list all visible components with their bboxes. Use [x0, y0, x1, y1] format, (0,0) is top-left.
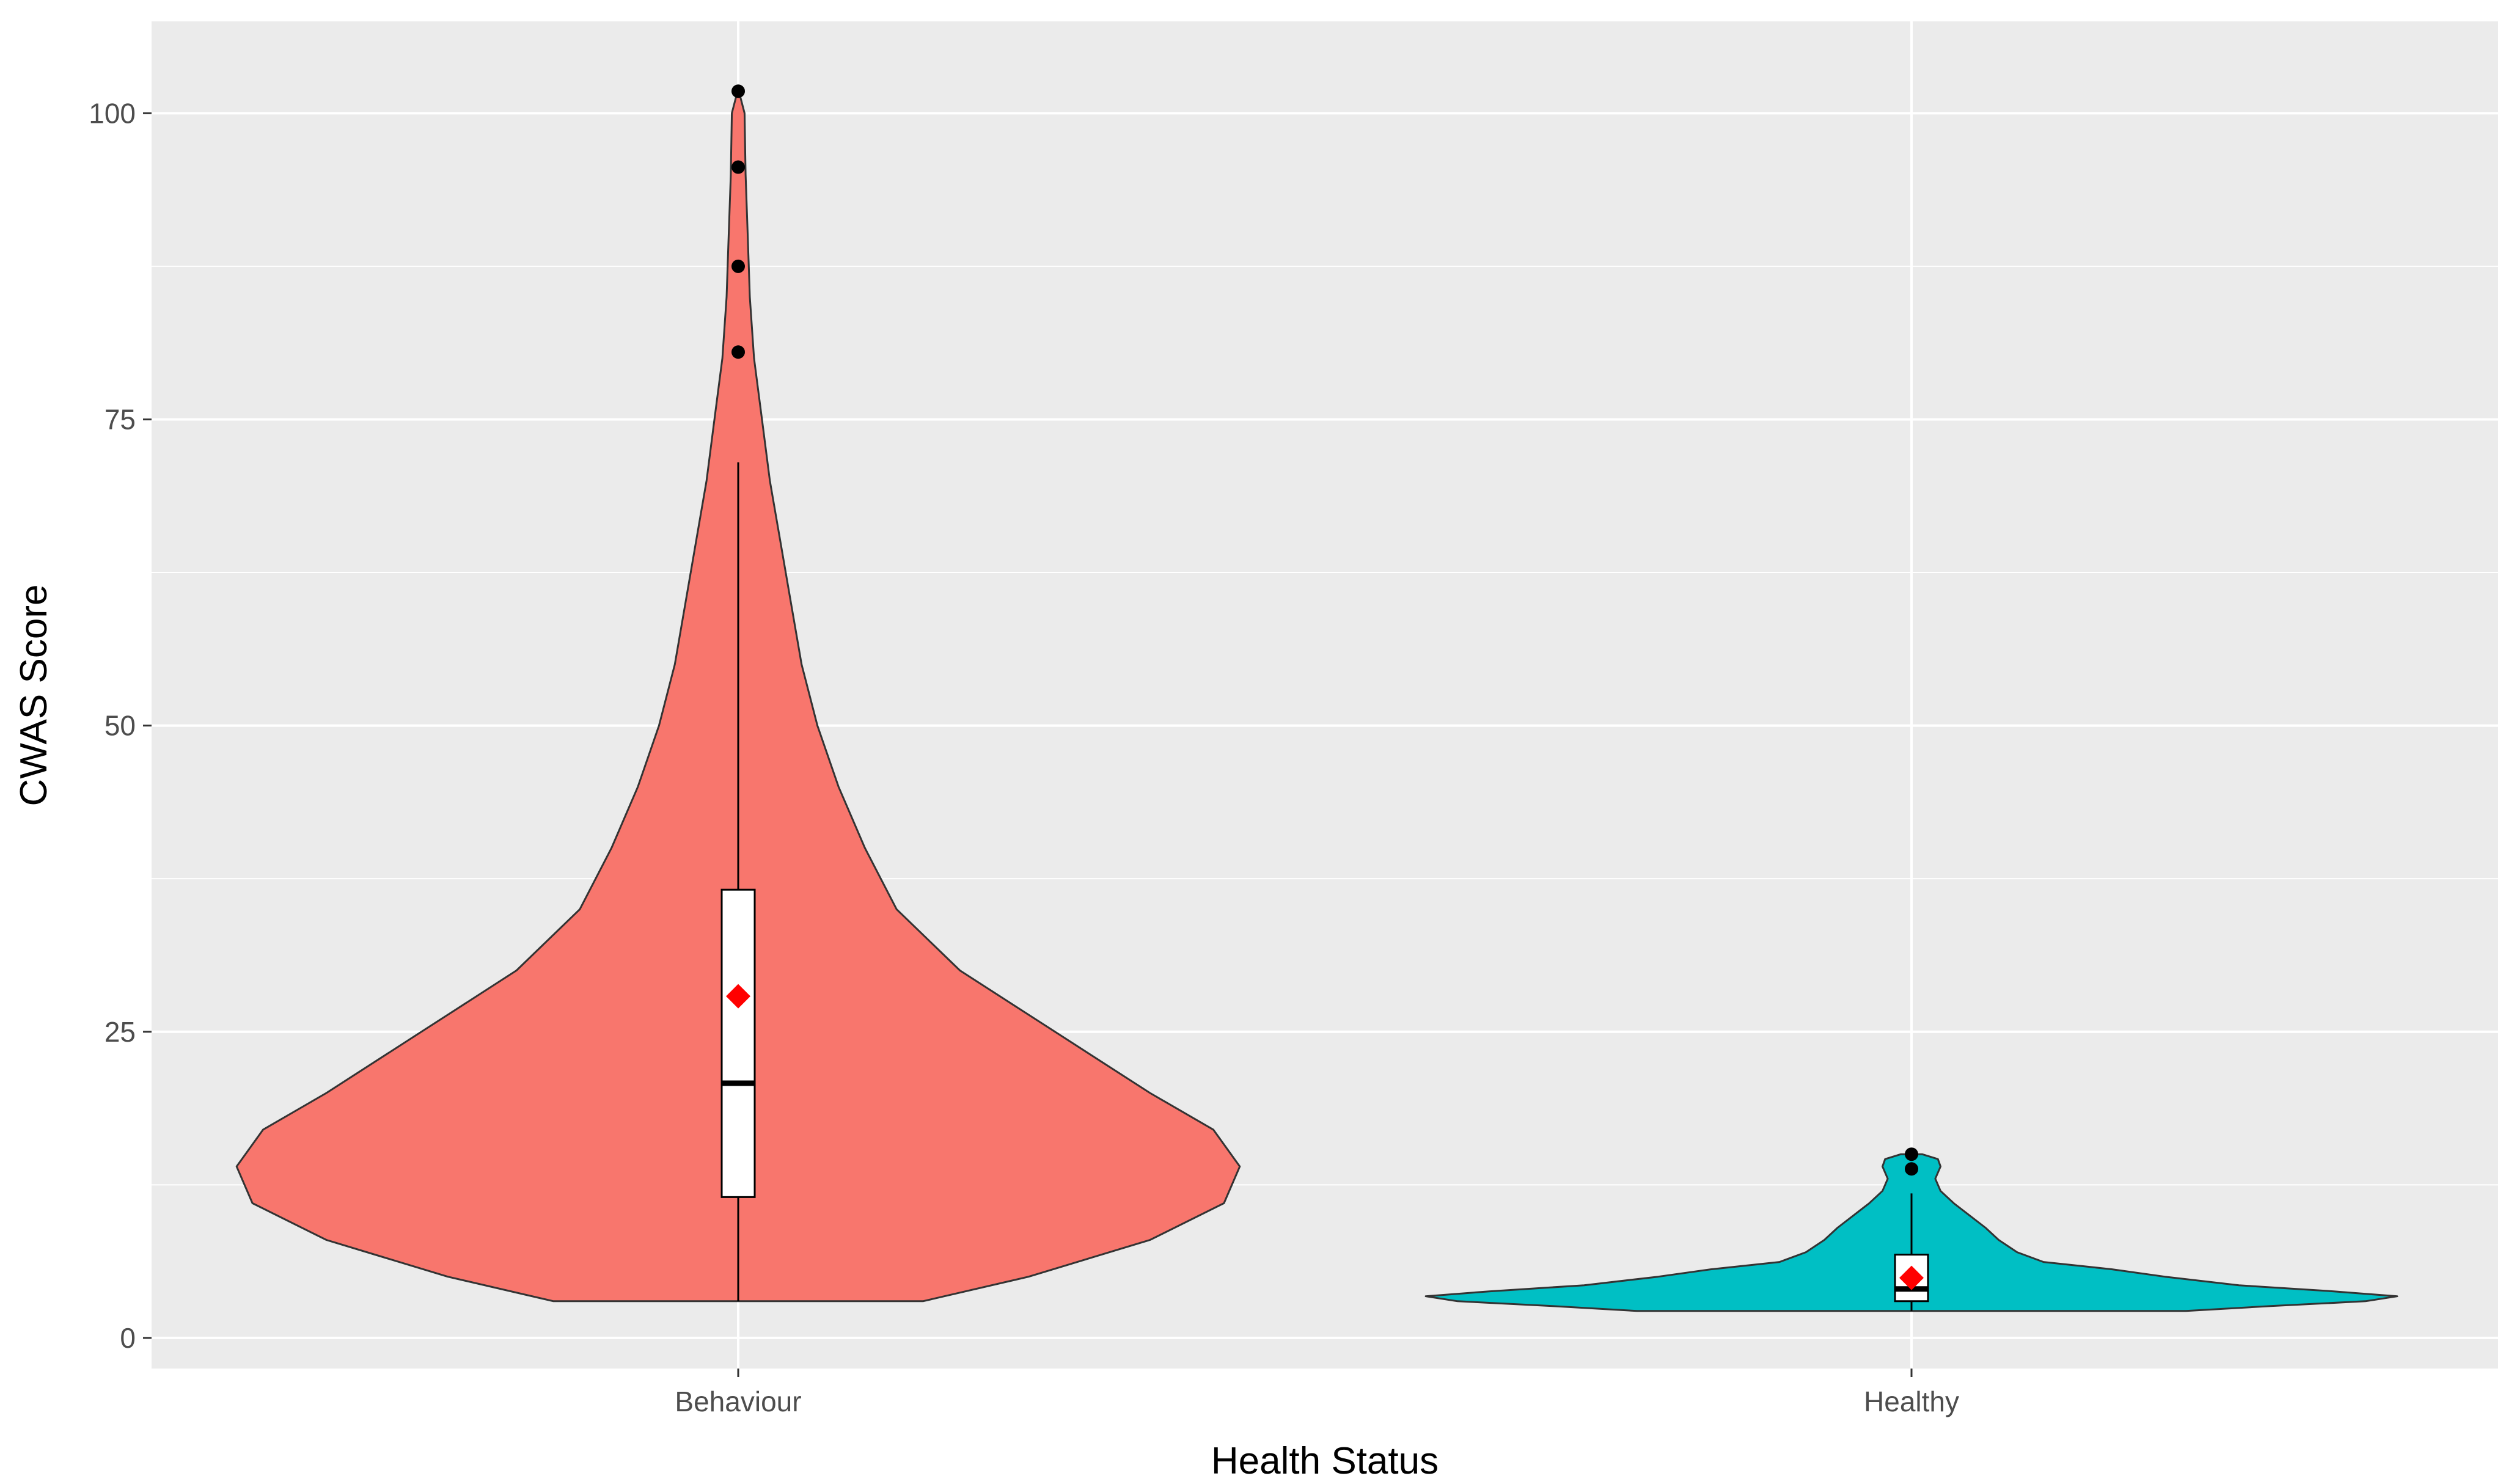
- y-axis-title: CWAS Score: [13, 585, 55, 806]
- violin-behaviour: [235, 84, 1241, 1303]
- y-axis-ticks: 0 25 50 75 100: [89, 97, 152, 1354]
- mean-marker: [726, 984, 750, 1009]
- violins: [235, 84, 2399, 1312]
- y-tick-label: 75: [104, 403, 136, 435]
- y-tick-label: 50: [104, 710, 136, 742]
- x-tick-label: Healthy: [1864, 1386, 1959, 1417]
- y-tick-label: 0: [120, 1322, 136, 1354]
- outlier-point: [1905, 1162, 1918, 1176]
- x-tick-label: Behaviour: [675, 1386, 801, 1417]
- mean-marker: [1899, 1265, 1924, 1290]
- violin-healthy: [1424, 1147, 2399, 1312]
- x-axis-ticks: Behaviour Healthy: [675, 1369, 1959, 1417]
- x-axis-title: Health Status: [1211, 1440, 1439, 1482]
- outlier-point: [731, 259, 745, 273]
- box-behaviour: [720, 888, 756, 1198]
- outlier-point: [1905, 1147, 1918, 1161]
- outlier-point: [731, 84, 745, 98]
- outlier-point: [731, 345, 745, 359]
- y-tick-label: 100: [89, 97, 136, 129]
- outlier-point: [731, 160, 745, 174]
- y-tick-label: 25: [104, 1016, 136, 1048]
